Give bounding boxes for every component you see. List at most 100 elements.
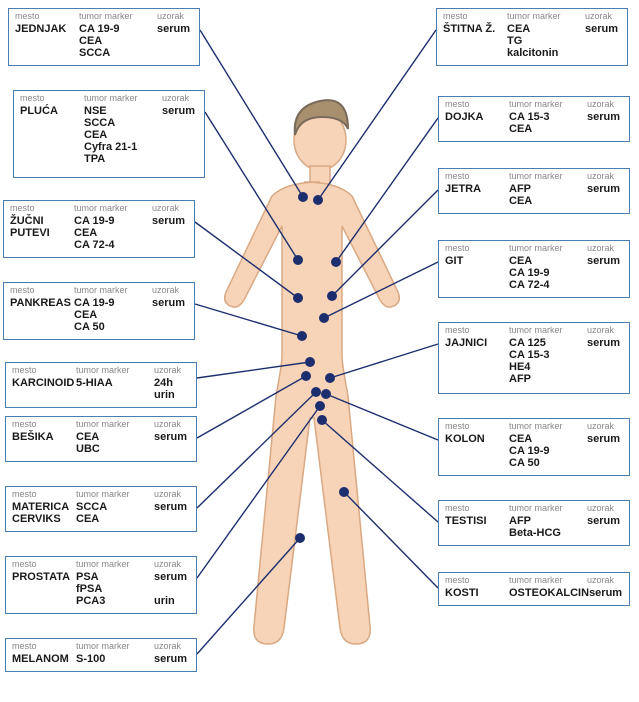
box-row: BEŠIKACEAserum: [12, 431, 190, 443]
cell-mesto: [20, 153, 84, 165]
hdr-mesto: mesto: [12, 419, 76, 429]
hdr-marker: tumor marker: [509, 99, 587, 109]
cell-mesto: [15, 47, 79, 59]
box-header: mestotumor markeruzorak: [445, 421, 623, 431]
cell-mesto: [445, 267, 509, 279]
box-row: KOLONCEAserum: [445, 433, 623, 445]
info-box--titna-: mestotumor markeruzorakŠTITNA Ž.CEAserum…: [436, 8, 628, 66]
cell-uzorak: serum: [157, 23, 197, 35]
cell-uzorak: serum: [589, 587, 629, 599]
cell-uzorak: serum: [152, 215, 192, 227]
hdr-marker: tumor marker: [84, 93, 162, 103]
box-row: CA 15-3: [445, 349, 623, 361]
hdr-mesto: mesto: [445, 503, 509, 513]
hdr-uzorak: uzorak: [587, 575, 627, 585]
info-box-karcinoid: mestotumor markeruzorakKARCINOID5-HIAA24…: [5, 362, 197, 408]
box-row: ŽUČNICA 19-9serum: [10, 215, 188, 227]
cell-mesto: ŽUČNI: [10, 215, 74, 227]
cell-marker: AFP: [509, 373, 587, 385]
human-figure: [225, 100, 400, 644]
box-header: mestotumor markeruzorak: [12, 641, 190, 651]
box-row: PLUĆANSEserum: [20, 105, 198, 117]
cell-mesto: [10, 239, 74, 251]
cell-marker: CA 19-9: [509, 445, 587, 457]
cell-uzorak: [587, 361, 627, 373]
cell-marker: CA 15-3: [509, 111, 587, 123]
info-box-kosti: mestotumor markeruzorakKOSTIOSTEOKALCINs…: [438, 572, 630, 606]
hdr-marker: tumor marker: [509, 243, 587, 253]
cell-uzorak: serum: [162, 105, 202, 117]
box-row: AFP: [445, 373, 623, 385]
cell-uzorak: serum: [587, 433, 627, 445]
info-box-testisi: mestotumor markeruzorakTESTISIAFPserumBe…: [438, 500, 630, 546]
info-box-dojka: mestotumor markeruzorakDOJKACA 15-3serum…: [438, 96, 630, 142]
cell-uzorak: [587, 123, 627, 135]
cell-uzorak: urin: [154, 595, 194, 607]
cell-mesto: [10, 321, 74, 333]
hdr-mesto: mesto: [12, 365, 76, 375]
cell-marker: HE4: [509, 361, 587, 373]
box-row: CA 50: [445, 457, 623, 469]
leader-line: [330, 344, 438, 378]
leader-line: [200, 30, 303, 197]
box-header: mestotumor markeruzorak: [10, 203, 188, 213]
cell-marker: Beta-HCG: [509, 527, 587, 539]
cell-mesto: [445, 445, 509, 457]
body-dot: [293, 255, 303, 265]
hdr-marker: tumor marker: [79, 11, 157, 21]
cell-mesto: [443, 35, 507, 47]
body-dot: [339, 487, 349, 497]
box-row: JETRAAFPserum: [445, 183, 623, 195]
box-row: GITCEAserum: [445, 255, 623, 267]
info-box-pankreas: mestotumor markeruzorakPANKREASCA 19-9se…: [3, 282, 195, 340]
cell-marker: AFP: [509, 515, 587, 527]
box-row: Beta-HCG: [445, 527, 623, 539]
cell-mesto: [445, 123, 509, 135]
body-dot: [297, 331, 307, 341]
cell-uzorak: serum: [154, 571, 194, 583]
cell-uzorak: serum: [587, 515, 627, 527]
hdr-mesto: mesto: [445, 99, 509, 109]
cell-mesto: [12, 443, 76, 455]
cell-marker: CA 125: [509, 337, 587, 349]
cell-mesto: [445, 373, 509, 385]
info-box-materica: mestotumor markeruzorakMATERICASCCAserum…: [5, 486, 197, 532]
box-header: mestotumor markeruzorak: [15, 11, 193, 21]
cell-mesto: JETRA: [445, 183, 509, 195]
cell-mesto: [443, 47, 507, 59]
cell-marker: fPSA: [76, 583, 154, 595]
cell-uzorak: [162, 117, 202, 129]
cell-marker: S-100: [76, 653, 154, 665]
box-header: mestotumor markeruzorak: [10, 285, 188, 295]
body-dot: [295, 533, 305, 543]
cell-uzorak: serum: [152, 297, 192, 309]
body-dot: [317, 415, 327, 425]
cell-mesto: [12, 595, 76, 607]
cell-marker: CEA: [509, 433, 587, 445]
cell-mesto: [445, 279, 509, 291]
box-row: kalcitonin: [443, 47, 621, 59]
hdr-mesto: mesto: [445, 421, 509, 431]
hdr-marker: tumor marker: [74, 285, 152, 295]
box-header: mestotumor markeruzorak: [12, 489, 190, 499]
box-row: CA 72-4: [445, 279, 623, 291]
box-row: CEA: [445, 123, 623, 135]
body-dot: [313, 195, 323, 205]
hdr-marker: tumor marker: [509, 503, 587, 513]
cell-marker: Cyfra 21-1: [84, 141, 162, 153]
cell-mesto: JAJNICI: [445, 337, 509, 349]
hdr-marker: tumor marker: [76, 419, 154, 429]
cell-uzorak: [587, 279, 627, 291]
cell-marker: kalcitonin: [507, 47, 585, 59]
info-box-git: mestotumor markeruzorakGITCEAserumCA 19-…: [438, 240, 630, 298]
body-dot: [305, 357, 315, 367]
cell-mesto: [445, 361, 509, 373]
info-box-jajnici: mestotumor markeruzorakJAJNICICA 125seru…: [438, 322, 630, 394]
hdr-marker: tumor marker: [507, 11, 585, 21]
cell-marker: SCCA: [76, 501, 154, 513]
body-dot: [301, 371, 311, 381]
hdr-uzorak: uzorak: [587, 171, 627, 181]
body-dot: [293, 293, 303, 303]
box-row: CERVIKSCEA: [12, 513, 190, 525]
info-box-prostata: mestotumor markeruzorakPROSTATAPSAserumf…: [5, 556, 197, 614]
